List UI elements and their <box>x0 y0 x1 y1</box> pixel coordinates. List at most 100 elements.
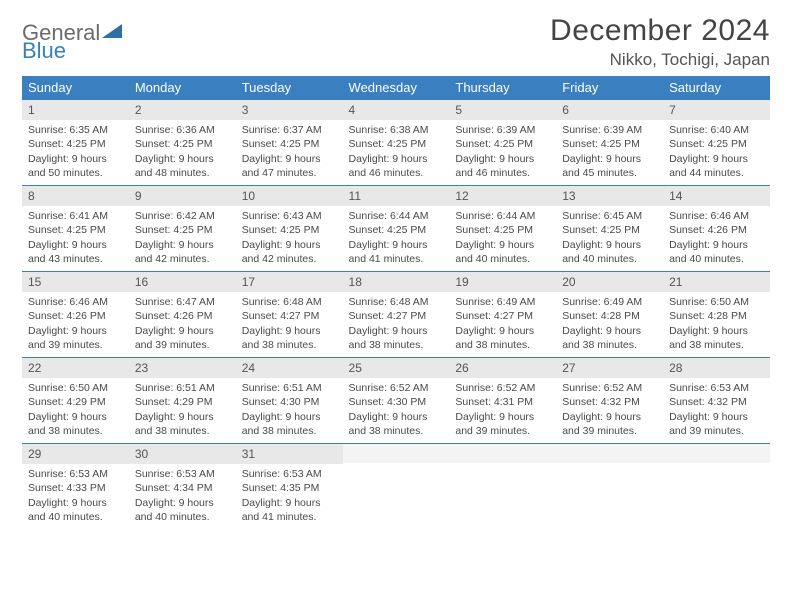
calendar-day-cell: 22Sunrise: 6:50 AMSunset: 4:29 PMDayligh… <box>22 357 129 443</box>
calendar-day-cell <box>449 443 556 529</box>
calendar-day-cell: 27Sunrise: 6:52 AMSunset: 4:32 PMDayligh… <box>556 357 663 443</box>
calendar-day-cell: 9Sunrise: 6:42 AMSunset: 4:25 PMDaylight… <box>129 185 236 271</box>
calendar-day-cell: 6Sunrise: 6:39 AMSunset: 4:25 PMDaylight… <box>556 99 663 185</box>
day-info: Sunrise: 6:39 AMSunset: 4:25 PMDaylight:… <box>556 120 663 184</box>
calendar-day-cell: 14Sunrise: 6:46 AMSunset: 4:26 PMDayligh… <box>663 185 770 271</box>
day-number-empty <box>449 443 556 463</box>
day-info: Sunrise: 6:44 AMSunset: 4:25 PMDaylight:… <box>343 206 450 270</box>
calendar-day-cell: 31Sunrise: 6:53 AMSunset: 4:35 PMDayligh… <box>236 443 343 529</box>
weekday-header: Friday <box>556 76 663 99</box>
calendar-day-cell: 17Sunrise: 6:48 AMSunset: 4:27 PMDayligh… <box>236 271 343 357</box>
day-number: 18 <box>343 271 450 292</box>
calendar-day-cell: 13Sunrise: 6:45 AMSunset: 4:25 PMDayligh… <box>556 185 663 271</box>
day-info: Sunrise: 6:45 AMSunset: 4:25 PMDaylight:… <box>556 206 663 270</box>
day-info: Sunrise: 6:42 AMSunset: 4:25 PMDaylight:… <box>129 206 236 270</box>
day-number: 14 <box>663 185 770 206</box>
brand-triangle-icon <box>102 24 122 40</box>
calendar-day-cell: 28Sunrise: 6:53 AMSunset: 4:32 PMDayligh… <box>663 357 770 443</box>
day-info: Sunrise: 6:43 AMSunset: 4:25 PMDaylight:… <box>236 206 343 270</box>
day-number-empty <box>343 443 450 463</box>
day-number: 8 <box>22 185 129 206</box>
title-block: December 2024 Nikko, Tochigi, Japan <box>550 14 770 70</box>
calendar-week-row: 8Sunrise: 6:41 AMSunset: 4:25 PMDaylight… <box>22 185 770 271</box>
day-number-empty <box>663 443 770 463</box>
day-number: 26 <box>449 357 556 378</box>
calendar-day-cell: 21Sunrise: 6:50 AMSunset: 4:28 PMDayligh… <box>663 271 770 357</box>
day-number: 4 <box>343 99 450 120</box>
day-info: Sunrise: 6:37 AMSunset: 4:25 PMDaylight:… <box>236 120 343 184</box>
calendar-day-cell: 5Sunrise: 6:39 AMSunset: 4:25 PMDaylight… <box>449 99 556 185</box>
day-info: Sunrise: 6:48 AMSunset: 4:27 PMDaylight:… <box>343 292 450 356</box>
day-info: Sunrise: 6:53 AMSunset: 4:35 PMDaylight:… <box>236 464 343 528</box>
day-info: Sunrise: 6:38 AMSunset: 4:25 PMDaylight:… <box>343 120 450 184</box>
calendar-day-cell: 18Sunrise: 6:48 AMSunset: 4:27 PMDayligh… <box>343 271 450 357</box>
day-number: 23 <box>129 357 236 378</box>
calendar-body: 1Sunrise: 6:35 AMSunset: 4:25 PMDaylight… <box>22 99 770 529</box>
day-number: 7 <box>663 99 770 120</box>
day-info: Sunrise: 6:47 AMSunset: 4:26 PMDaylight:… <box>129 292 236 356</box>
day-number: 13 <box>556 185 663 206</box>
calendar-day-cell: 19Sunrise: 6:49 AMSunset: 4:27 PMDayligh… <box>449 271 556 357</box>
calendar-day-cell: 12Sunrise: 6:44 AMSunset: 4:25 PMDayligh… <box>449 185 556 271</box>
weekday-header: Saturday <box>663 76 770 99</box>
day-info: Sunrise: 6:50 AMSunset: 4:28 PMDaylight:… <box>663 292 770 356</box>
day-info: Sunrise: 6:49 AMSunset: 4:28 PMDaylight:… <box>556 292 663 356</box>
day-number: 6 <box>556 99 663 120</box>
day-info: Sunrise: 6:48 AMSunset: 4:27 PMDaylight:… <box>236 292 343 356</box>
day-number: 30 <box>129 443 236 464</box>
calendar-day-cell <box>556 443 663 529</box>
calendar-day-cell: 25Sunrise: 6:52 AMSunset: 4:30 PMDayligh… <box>343 357 450 443</box>
day-number: 11 <box>343 185 450 206</box>
calendar-head: SundayMondayTuesdayWednesdayThursdayFrid… <box>22 76 770 99</box>
day-info: Sunrise: 6:52 AMSunset: 4:32 PMDaylight:… <box>556 378 663 442</box>
calendar-day-cell: 15Sunrise: 6:46 AMSunset: 4:26 PMDayligh… <box>22 271 129 357</box>
day-info: Sunrise: 6:52 AMSunset: 4:30 PMDaylight:… <box>343 378 450 442</box>
calendar-day-cell: 7Sunrise: 6:40 AMSunset: 4:25 PMDaylight… <box>663 99 770 185</box>
day-info: Sunrise: 6:41 AMSunset: 4:25 PMDaylight:… <box>22 206 129 270</box>
brand-part2: Blue <box>22 38 66 64</box>
day-number: 17 <box>236 271 343 292</box>
calendar-day-cell: 30Sunrise: 6:53 AMSunset: 4:34 PMDayligh… <box>129 443 236 529</box>
calendar-week-row: 1Sunrise: 6:35 AMSunset: 4:25 PMDaylight… <box>22 99 770 185</box>
calendar-day-cell: 26Sunrise: 6:52 AMSunset: 4:31 PMDayligh… <box>449 357 556 443</box>
calendar-day-cell: 11Sunrise: 6:44 AMSunset: 4:25 PMDayligh… <box>343 185 450 271</box>
day-number: 10 <box>236 185 343 206</box>
weekday-header: Thursday <box>449 76 556 99</box>
page-header: General December 2024 Nikko, Tochigi, Ja… <box>22 14 770 70</box>
day-number: 9 <box>129 185 236 206</box>
day-info: Sunrise: 6:52 AMSunset: 4:31 PMDaylight:… <box>449 378 556 442</box>
day-info: Sunrise: 6:40 AMSunset: 4:25 PMDaylight:… <box>663 120 770 184</box>
day-info: Sunrise: 6:44 AMSunset: 4:25 PMDaylight:… <box>449 206 556 270</box>
calendar-day-cell: 24Sunrise: 6:51 AMSunset: 4:30 PMDayligh… <box>236 357 343 443</box>
day-number-empty <box>556 443 663 463</box>
day-info: Sunrise: 6:51 AMSunset: 4:30 PMDaylight:… <box>236 378 343 442</box>
day-info: Sunrise: 6:35 AMSunset: 4:25 PMDaylight:… <box>22 120 129 184</box>
day-number: 1 <box>22 99 129 120</box>
day-number: 31 <box>236 443 343 464</box>
calendar-day-cell: 3Sunrise: 6:37 AMSunset: 4:25 PMDaylight… <box>236 99 343 185</box>
location-label: Nikko, Tochigi, Japan <box>550 50 770 70</box>
calendar-day-cell: 2Sunrise: 6:36 AMSunset: 4:25 PMDaylight… <box>129 99 236 185</box>
calendar-day-cell: 20Sunrise: 6:49 AMSunset: 4:28 PMDayligh… <box>556 271 663 357</box>
day-number: 24 <box>236 357 343 378</box>
calendar-table: SundayMondayTuesdayWednesdayThursdayFrid… <box>22 76 770 529</box>
day-number: 29 <box>22 443 129 464</box>
calendar-day-cell: 8Sunrise: 6:41 AMSunset: 4:25 PMDaylight… <box>22 185 129 271</box>
day-number: 2 <box>129 99 236 120</box>
day-number: 25 <box>343 357 450 378</box>
calendar-day-cell: 4Sunrise: 6:38 AMSunset: 4:25 PMDaylight… <box>343 99 450 185</box>
day-number: 22 <box>22 357 129 378</box>
weekday-header: Tuesday <box>236 76 343 99</box>
day-info: Sunrise: 6:53 AMSunset: 4:32 PMDaylight:… <box>663 378 770 442</box>
day-info: Sunrise: 6:49 AMSunset: 4:27 PMDaylight:… <box>449 292 556 356</box>
day-number: 5 <box>449 99 556 120</box>
calendar-day-cell <box>663 443 770 529</box>
day-info: Sunrise: 6:46 AMSunset: 4:26 PMDaylight:… <box>663 206 770 270</box>
weekday-header: Wednesday <box>343 76 450 99</box>
calendar-day-cell: 1Sunrise: 6:35 AMSunset: 4:25 PMDaylight… <box>22 99 129 185</box>
day-number: 15 <box>22 271 129 292</box>
weekday-header: Sunday <box>22 76 129 99</box>
day-number: 27 <box>556 357 663 378</box>
calendar-day-cell <box>343 443 450 529</box>
day-info: Sunrise: 6:53 AMSunset: 4:34 PMDaylight:… <box>129 464 236 528</box>
